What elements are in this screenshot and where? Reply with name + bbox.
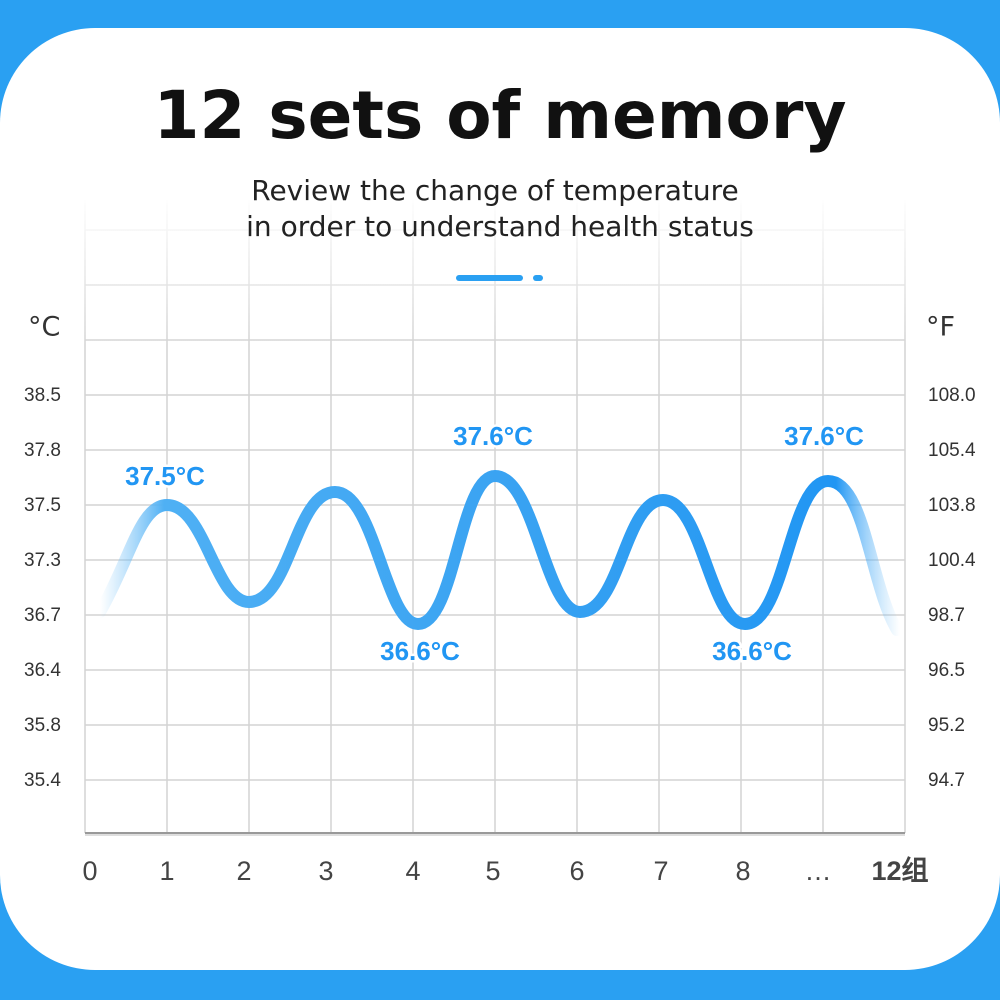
left-tick-label: 36.4 <box>24 660 61 681</box>
right-tick-label: 96.5 <box>928 660 965 681</box>
left-tick-label: 37.3 <box>24 550 61 571</box>
x-label: 1 <box>159 856 174 886</box>
left-tick-label: 37.5 <box>24 495 61 516</box>
left-tick-label: 35.8 <box>24 715 61 736</box>
labels: 38.537.837.537.336.736.435.835.4108.0105… <box>24 385 976 886</box>
x-label: 0 <box>82 856 97 886</box>
left-tick-label: 38.5 <box>24 385 61 406</box>
right-tick-label: 98.7 <box>928 605 965 626</box>
right-tick-label: 103.8 <box>928 495 976 516</box>
title: 12 sets of memory <box>154 77 847 154</box>
right-tick-label: 105.4 <box>928 440 976 461</box>
left-tick-label: 37.8 <box>24 440 61 461</box>
subtitle: Review the change of temperature <box>251 174 738 207</box>
right-tick-label: 100.4 <box>928 550 976 571</box>
subtitle: in order to understand health status <box>246 210 754 243</box>
temperature-callout: 37.6°C <box>453 421 533 451</box>
temperature-wave <box>94 469 903 636</box>
temperature-callout: 36.6°C <box>380 636 460 666</box>
x-label: 3 <box>318 856 333 886</box>
x-label: 2 <box>236 856 251 886</box>
x-label: … <box>805 856 832 886</box>
temperature-callout: 36.6°C <box>712 636 792 666</box>
x-label: 4 <box>405 856 420 886</box>
left-tick-label: 35.4 <box>24 770 61 791</box>
x-label: 6 <box>569 856 584 886</box>
right-tick-label: 94.7 <box>928 770 965 791</box>
x-label: 8 <box>735 856 750 886</box>
right-unit: °F <box>926 312 955 343</box>
x-label: 12组 <box>871 855 928 886</box>
left-tick-label: 36.7 <box>24 605 61 626</box>
x-label: 5 <box>485 856 500 886</box>
x-label: 7 <box>653 856 668 886</box>
left-unit: °C <box>28 312 60 343</box>
grid-fade <box>80 195 910 345</box>
temperature-callout: 37.6°C <box>784 421 864 451</box>
temperature-callout: 37.5°C <box>125 461 205 491</box>
right-tick-label: 95.2 <box>928 715 965 736</box>
right-tick-label: 108.0 <box>928 385 976 406</box>
